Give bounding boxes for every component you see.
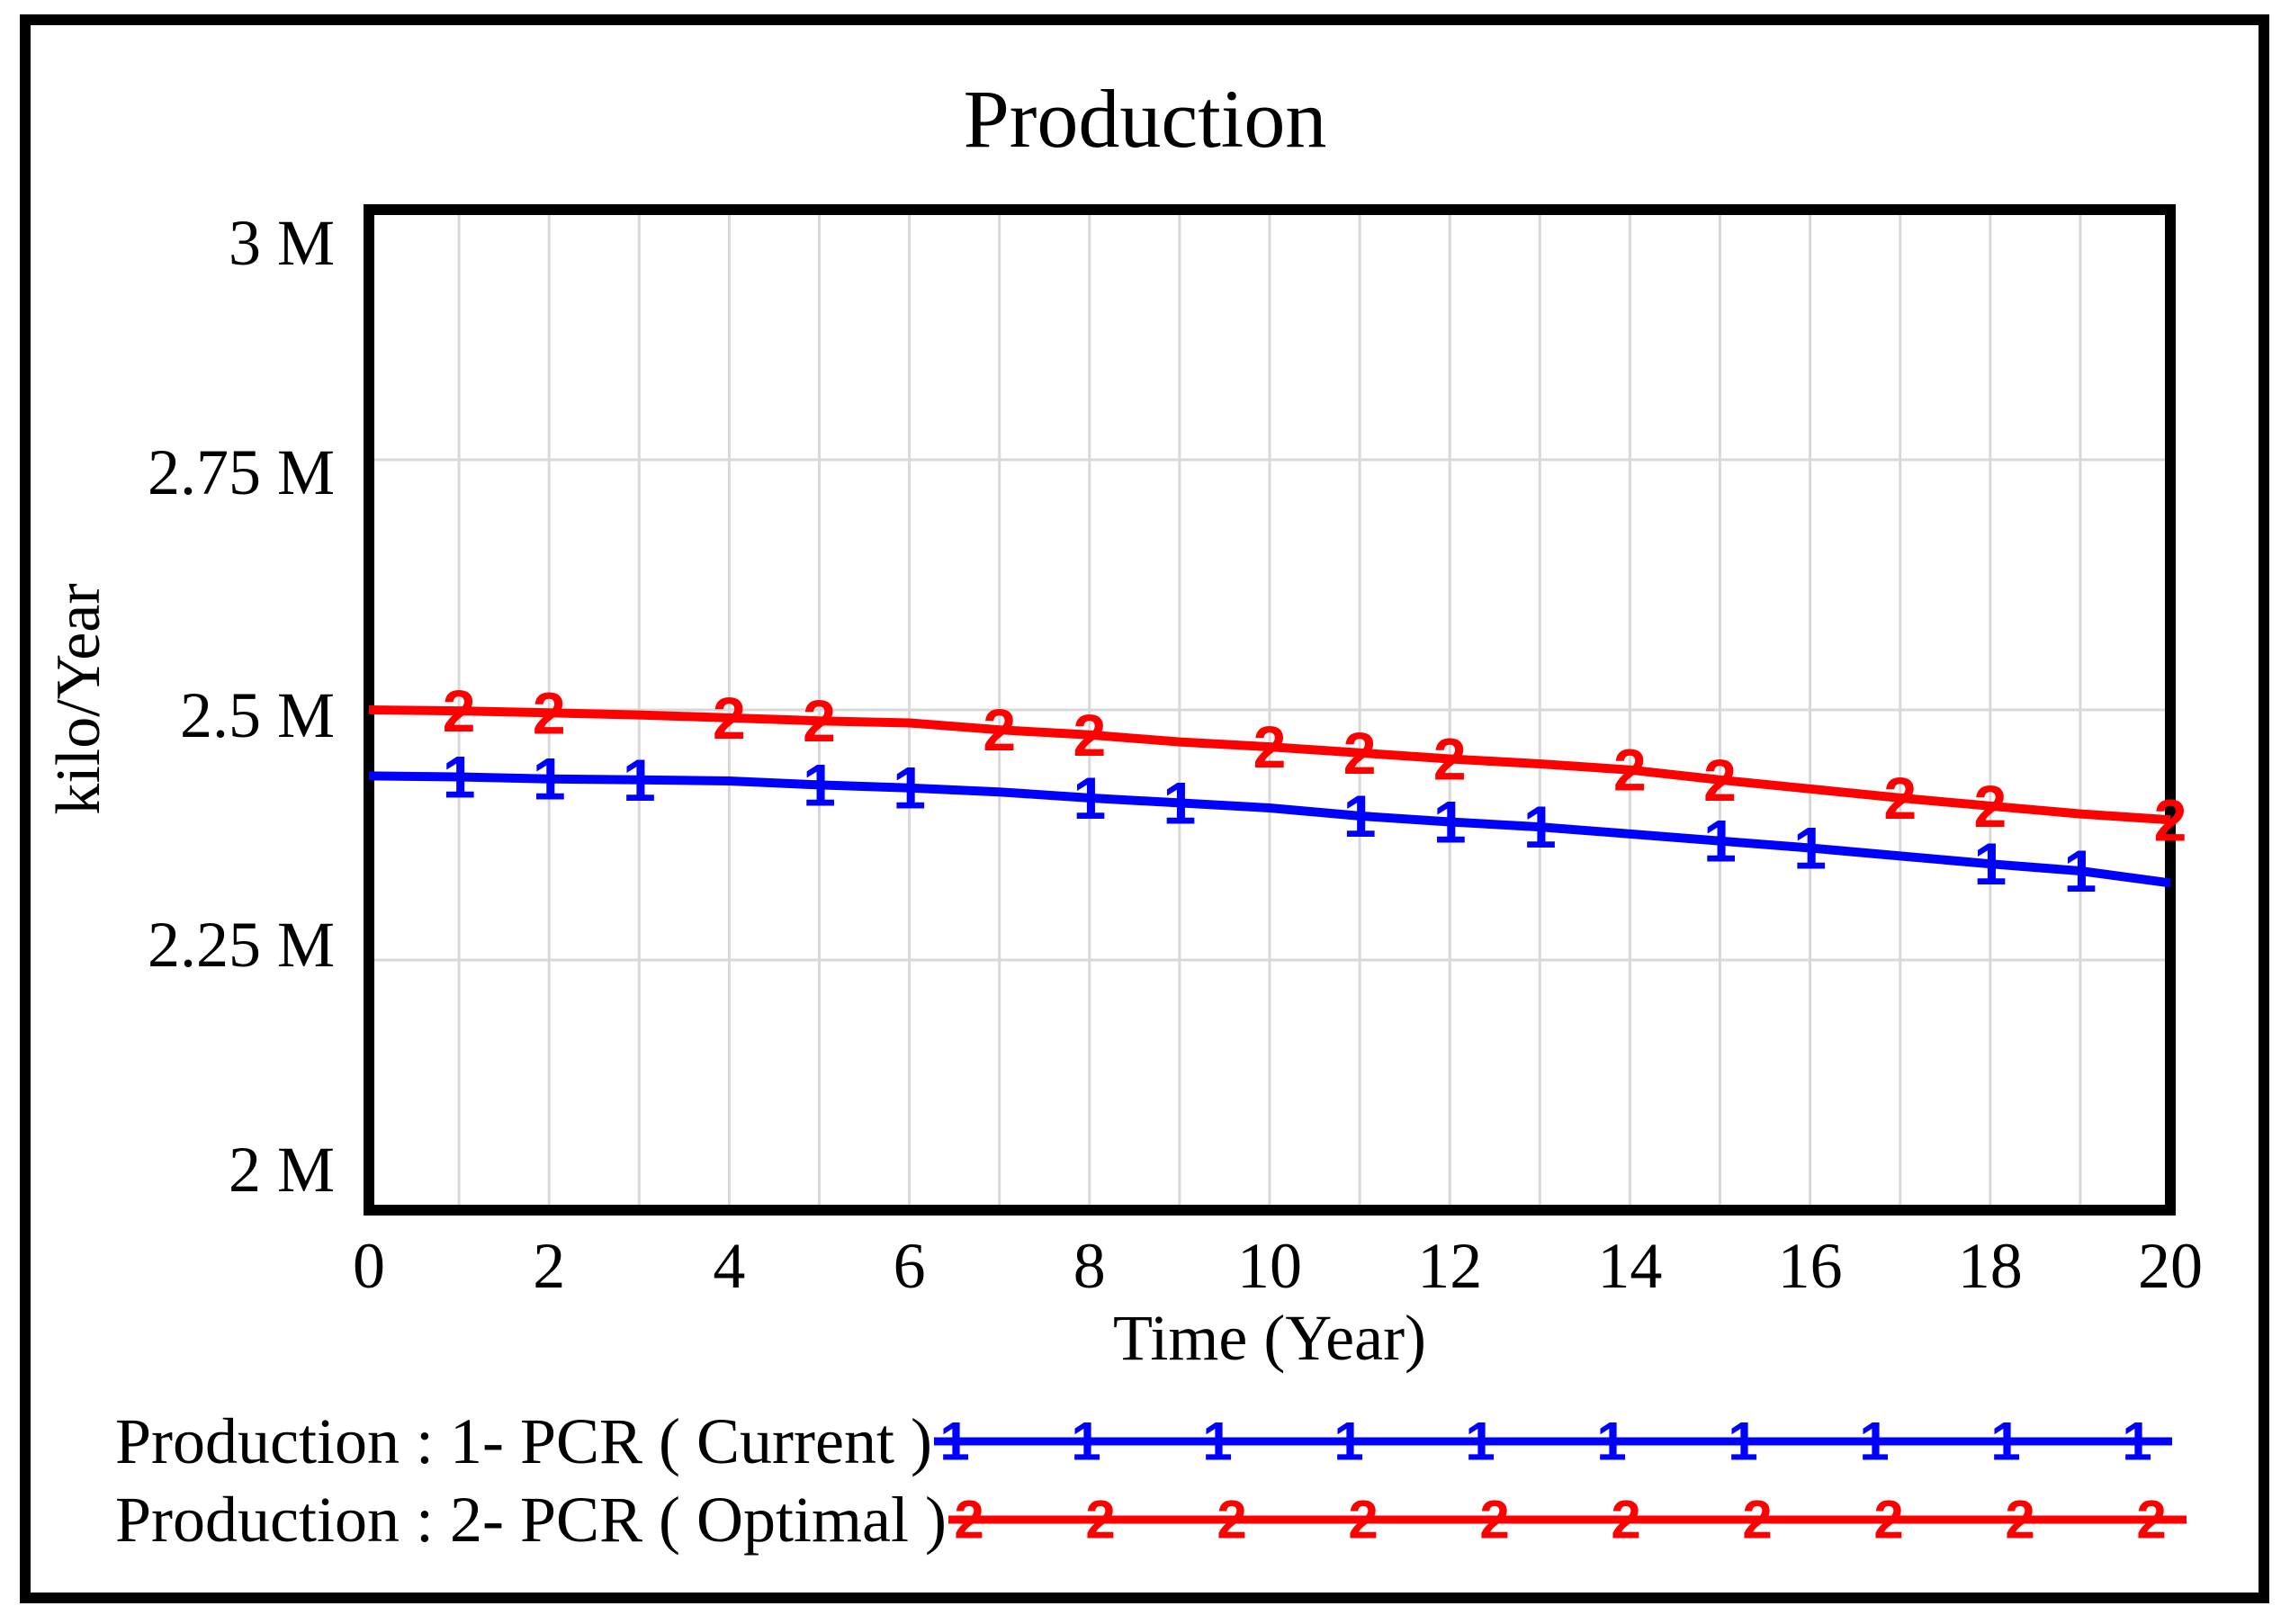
series-marker-1: 1	[533, 746, 566, 812]
series-marker-2: 2	[1883, 765, 1917, 831]
series-marker-1: 1	[1793, 815, 1827, 882]
legend-marker: 1	[1990, 1412, 2020, 1472]
series-line-1	[368, 771, 2171, 888]
legend-marker: 1	[939, 1412, 969, 1472]
series-marker-2: 2	[1433, 726, 1467, 793]
y-tick-label: 3 M	[228, 207, 335, 279]
series-marker-1: 1	[1523, 794, 1557, 860]
plot-area: 1 1 1 1 1 1 1 1 1 1 1 1 1 12 2 2 2 2 2 2 2 2 2 2 2 2 2	[364, 204, 2187, 1216]
legend-row: Production : 2- PCR ( Optimal ) 2 2 2 2 2 2 2 2 2…	[115, 1481, 2187, 1559]
series-marker-1: 1	[623, 747, 656, 813]
x-tick-label: 20	[2138, 1230, 2203, 1302]
legend-marker: 2	[954, 1490, 983, 1550]
x-tick-label: 16	[1777, 1230, 1843, 1302]
series-marker-2: 2	[713, 685, 746, 751]
legend-label: Production : 1- PCR ( Current )	[115, 1405, 932, 1477]
series-marker-1: 1	[803, 751, 836, 818]
x-tick-label: 6	[893, 1230, 926, 1302]
legend-marker: 1	[1202, 1412, 1232, 1472]
y-tick-label: 2.5 M	[179, 679, 335, 751]
series-marker-2: 2	[1703, 747, 1737, 813]
legend-marker: 1	[1465, 1412, 1495, 1472]
legend-marker: 2	[1611, 1490, 1640, 1550]
series-marker-2: 2	[2154, 786, 2187, 853]
series-marker-2: 2	[803, 687, 836, 754]
legend-marker: 1	[1334, 1412, 1363, 1472]
x-tick-label: 8	[1073, 1230, 1106, 1302]
legend-marker: 2	[1479, 1490, 1509, 1550]
series-marker-1: 1	[1433, 789, 1467, 856]
legend-marker: 1	[1728, 1412, 1757, 1472]
legend-marker: 2	[1217, 1490, 1246, 1550]
series-marker-1: 1	[1973, 830, 2007, 897]
x-tick-label: 2	[533, 1230, 566, 1302]
x-tick-label: 4	[713, 1230, 746, 1302]
legend-marker: 2	[1085, 1490, 1115, 1550]
chart-title: Production	[963, 73, 1327, 165]
y-tick-label: 2.25 M	[147, 909, 335, 981]
series-marker-2: 2	[983, 696, 1016, 763]
series-marker-2: 2	[443, 677, 476, 744]
series-line-2	[368, 705, 2171, 825]
x-tick-label: 0	[353, 1230, 385, 1302]
legend-sample-line: 2 2 2 2 2 2 2 2 2 2	[947, 1490, 2187, 1550]
x-tick-label: 12	[1417, 1230, 1483, 1302]
series-marker-2: 2	[533, 679, 566, 746]
legend-marker: 1	[1859, 1412, 1889, 1472]
legend-marker: 1	[1596, 1412, 1626, 1472]
legend: Production : 1- PCR ( Current ) 1 1 1 1 1 1 1 1 1…	[115, 1403, 2187, 1559]
legend-sample-line: 1 1 1 1 1 1 1 1 1 1	[933, 1412, 2172, 1472]
x-tick-label: 10	[1237, 1230, 1302, 1302]
series-marker-2: 2	[1613, 737, 1647, 803]
series-marker-1: 1	[1073, 765, 1106, 831]
series-marker-1: 1	[1343, 783, 1377, 849]
series-marker-1: 1	[443, 744, 476, 811]
legend-label: Production : 2- PCR ( Optimal )	[115, 1484, 947, 1556]
legend-marker: 2	[1348, 1490, 1378, 1550]
y-tick-label: 2 M	[228, 1134, 335, 1206]
series-marker-1: 1	[1703, 808, 1737, 875]
legend-marker: 1	[1071, 1412, 1100, 1472]
series-marker-1: 1	[2064, 838, 2097, 904]
y-tick-label: 2.75 M	[147, 436, 335, 508]
legend-row: Production : 1- PCR ( Current ) 1 1 1 1 1 1 1 1 1…	[115, 1403, 2185, 1481]
x-tick-label: 14	[1597, 1230, 1663, 1302]
x-axis-title: Time (Year)	[1112, 1302, 1427, 1374]
legend-marker: 2	[1742, 1490, 1772, 1550]
legend-marker: 2	[2005, 1490, 2034, 1550]
series-marker-1: 1	[1163, 769, 1197, 836]
legend-marker: 1	[2122, 1412, 2151, 1472]
series-marker-2: 2	[1343, 720, 1377, 786]
series-marker-2: 2	[1973, 773, 2007, 839]
legend-marker: 2	[1873, 1490, 1903, 1550]
series-marker-1: 1	[893, 755, 926, 821]
series-marker-2: 2	[1073, 702, 1106, 768]
x-tick-label: 18	[1957, 1230, 2023, 1302]
legend-marker: 2	[2136, 1490, 2166, 1550]
series-marker-2: 2	[1253, 713, 1287, 780]
